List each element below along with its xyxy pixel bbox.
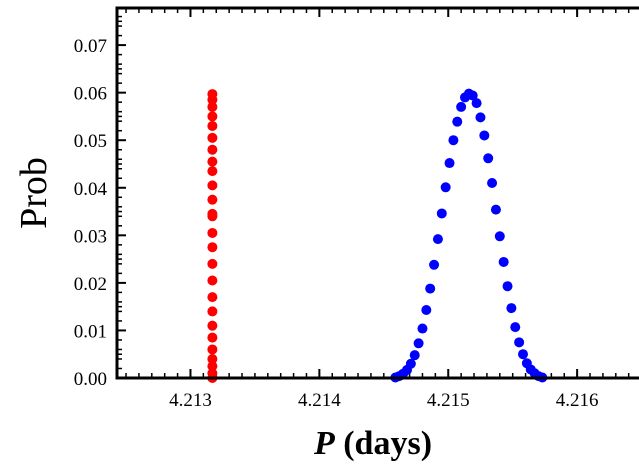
data-point bbox=[452, 116, 463, 127]
data-point bbox=[436, 208, 447, 219]
y-tick-label: 0.07 bbox=[74, 36, 107, 57]
data-point bbox=[448, 135, 459, 146]
data-point bbox=[498, 256, 509, 267]
data-point bbox=[207, 120, 218, 131]
data-point bbox=[432, 234, 443, 245]
x-axis-title-variable: P bbox=[313, 425, 335, 462]
data-point bbox=[207, 194, 218, 205]
data-point bbox=[207, 166, 218, 177]
data-point bbox=[207, 258, 218, 269]
data-point bbox=[207, 332, 218, 343]
data-point bbox=[444, 158, 455, 169]
data-point bbox=[518, 349, 528, 360]
y-tick-label: 0.02 bbox=[74, 274, 107, 295]
data-point bbox=[487, 178, 498, 189]
data-point bbox=[494, 231, 505, 242]
x-axis-title: P (days) bbox=[313, 425, 432, 462]
data-point bbox=[207, 242, 218, 253]
data-point bbox=[456, 101, 467, 112]
data-point bbox=[409, 350, 420, 361]
data-point bbox=[440, 182, 451, 193]
data-point bbox=[421, 304, 432, 315]
x-tick-label: 4.216 bbox=[556, 390, 599, 411]
y-tick-label: 0.00 bbox=[74, 369, 107, 390]
data-point bbox=[207, 101, 218, 112]
data-point bbox=[207, 292, 218, 303]
data-point bbox=[207, 89, 218, 100]
data-point bbox=[207, 368, 218, 379]
data-point bbox=[475, 112, 486, 123]
data-point bbox=[207, 208, 218, 219]
data-point bbox=[207, 344, 218, 355]
data-point bbox=[506, 303, 517, 314]
data-point bbox=[514, 337, 525, 348]
y-tick-label: 0.03 bbox=[74, 226, 107, 247]
data-point bbox=[207, 180, 218, 191]
data-point bbox=[429, 259, 440, 270]
data-point bbox=[510, 322, 521, 333]
data-point bbox=[479, 130, 490, 141]
data-point bbox=[207, 353, 218, 364]
y-tick-label: 0.05 bbox=[74, 131, 107, 152]
data-point bbox=[502, 281, 513, 292]
data-point bbox=[483, 153, 494, 164]
y-tick-labels: 0.00 0.01 0.02 0.03 0.04 0.05 0.06 0.07 bbox=[74, 36, 108, 390]
y-axis-title: Prob bbox=[13, 157, 55, 229]
data-point bbox=[490, 204, 501, 215]
x-axis-title-unit: (days) bbox=[335, 425, 432, 462]
data-point bbox=[207, 132, 218, 143]
data-point bbox=[207, 275, 218, 286]
y-tick-label: 0.01 bbox=[74, 321, 107, 342]
data-point bbox=[467, 90, 478, 101]
data-point bbox=[471, 98, 482, 109]
data-point bbox=[413, 338, 424, 349]
data-points bbox=[207, 88, 548, 383]
x-tick-label: 4.213 bbox=[169, 390, 212, 411]
data-point bbox=[207, 306, 218, 317]
data-point bbox=[207, 320, 218, 331]
x-tick-labels: 4.213 4.214 4.215 4.216 bbox=[169, 390, 598, 411]
data-point bbox=[417, 323, 428, 334]
data-point bbox=[207, 227, 218, 238]
plot-frame bbox=[115, 6, 639, 380]
data-point bbox=[207, 111, 218, 122]
y-tick-label: 0.04 bbox=[74, 179, 108, 200]
data-point bbox=[405, 358, 416, 369]
x-tick-label: 4.214 bbox=[298, 390, 341, 411]
y-tick-label: 0.06 bbox=[74, 84, 107, 105]
data-point bbox=[207, 144, 218, 155]
data-point bbox=[425, 283, 436, 294]
x-tick-label: 4.215 bbox=[427, 390, 470, 411]
data-point bbox=[207, 156, 218, 167]
data-point bbox=[207, 361, 218, 372]
